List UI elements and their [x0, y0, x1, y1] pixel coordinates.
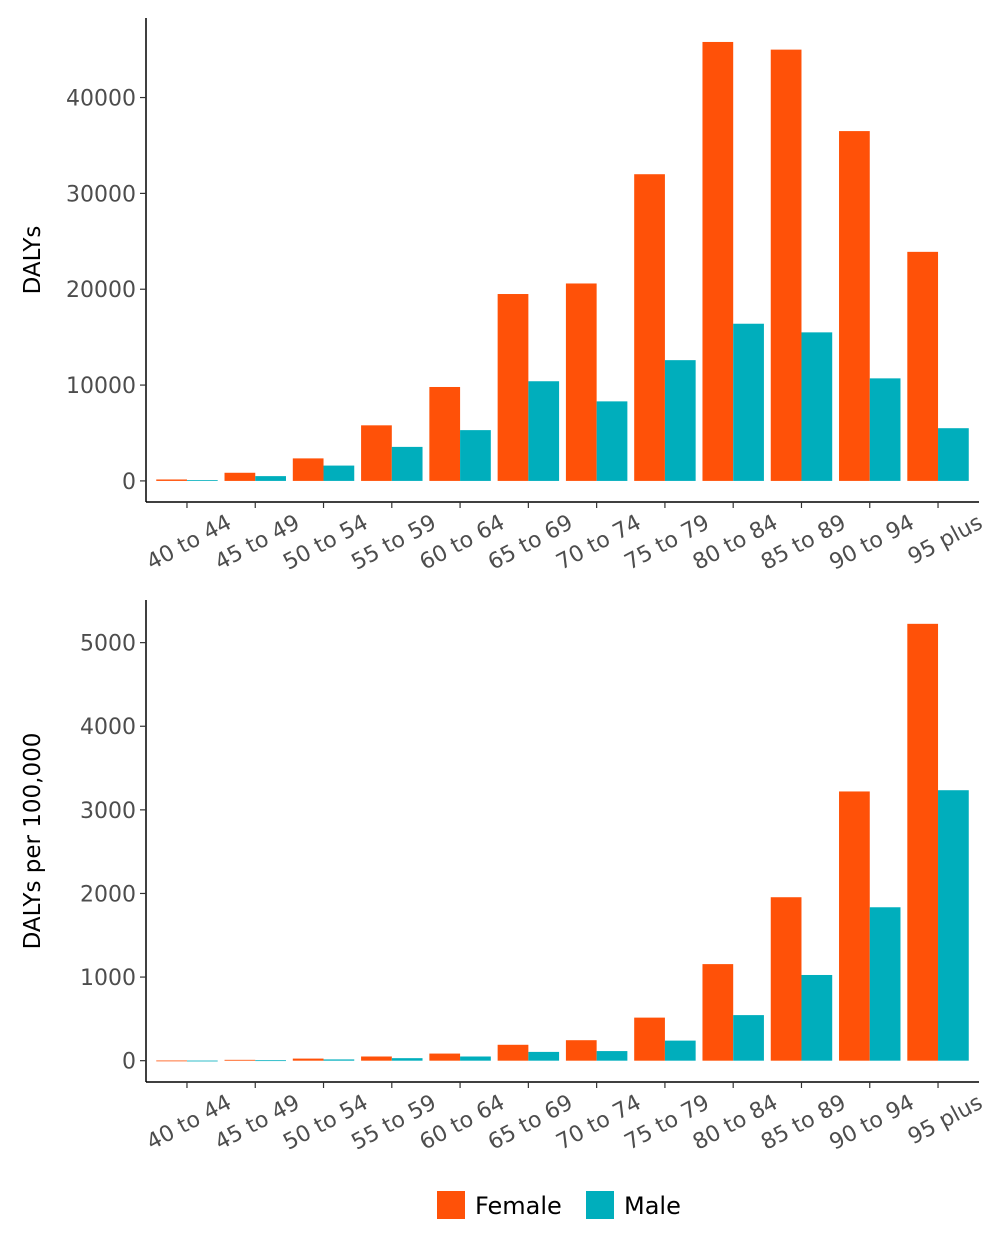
- bar-male-45-to-49: [255, 1060, 286, 1062]
- bar-female-95-plus: [907, 623, 939, 1061]
- bar-female-65-to-69: [497, 294, 529, 481]
- y-tick-label: 20000: [66, 278, 136, 303]
- y-tick-label: 5000: [80, 632, 136, 657]
- bar-female-85-to-89: [770, 897, 802, 1061]
- y-tick-label: 40000: [66, 87, 136, 112]
- bar-female-95-plus: [907, 251, 939, 481]
- bar-male-90-to-94: [869, 907, 901, 1061]
- y-tick-label: 10000: [66, 374, 136, 399]
- legend-swatch-male: [586, 1191, 614, 1219]
- bar-male-85-to-89: [801, 332, 833, 481]
- bar-male-55-to-59: [391, 446, 423, 481]
- y-axis-title: DALYs: [20, 226, 46, 295]
- y-tick-label: 0: [122, 470, 136, 495]
- legend-swatch-female: [437, 1191, 465, 1219]
- y-tick-label: 3000: [80, 799, 136, 824]
- bar-male-80-to-84: [733, 1015, 764, 1061]
- bar-male-65-to-69: [528, 1051, 560, 1061]
- bar-female-70-to-74: [565, 283, 597, 481]
- y-axis-title: DALYs per 100,000: [20, 733, 46, 950]
- bar-female-90-to-94: [839, 791, 870, 1061]
- bar-male-65-to-69: [528, 381, 560, 481]
- y-tick-label: 0: [122, 1050, 136, 1075]
- bar-male-85-to-89: [801, 974, 833, 1061]
- y-tick-label: 30000: [66, 182, 136, 207]
- bar-male-80-to-84: [733, 323, 764, 481]
- bar-female-90-to-94: [839, 131, 870, 481]
- bar-male-95-plus: [938, 790, 969, 1061]
- bar-male-95-plus: [938, 428, 969, 481]
- bar-female-55-to-59: [361, 425, 392, 481]
- bar-female-45-to-49: [224, 1059, 256, 1061]
- bar-male-60-to-64: [460, 1056, 491, 1061]
- bar-female-40-to-44: [156, 479, 187, 481]
- bar-female-80-to-84: [702, 41, 734, 481]
- bar-male-70-to-74: [596, 401, 628, 481]
- bar-male-50-to-54: [323, 465, 355, 481]
- bar-female-60-to-64: [429, 1053, 461, 1061]
- bar-female-75-to-79: [634, 174, 665, 481]
- bar-female-85-to-89: [770, 49, 802, 481]
- bar-male-60-to-64: [460, 430, 491, 481]
- bar-female-65-to-69: [497, 1044, 529, 1061]
- bar-male-70-to-74: [596, 1051, 628, 1061]
- bar-male-90-to-94: [869, 378, 901, 481]
- bar-male-50-to-54: [323, 1059, 355, 1061]
- bar-female-60-to-64: [429, 386, 461, 481]
- y-tick-label: 2000: [80, 882, 136, 907]
- bar-female-80-to-84: [702, 964, 734, 1061]
- bar-male-40-to-44: [186, 1060, 218, 1062]
- bar-male-75-to-79: [664, 1040, 696, 1061]
- legend-label-male: Male: [624, 1192, 681, 1220]
- bar-female-50-to-54: [292, 1058, 324, 1061]
- bar-female-55-to-59: [361, 1056, 392, 1061]
- bar-female-70-to-74: [565, 1040, 597, 1061]
- bar-female-50-to-54: [292, 458, 324, 481]
- x-tick-label: 95 plus: [904, 1090, 987, 1150]
- legend: Female Male: [437, 1191, 681, 1220]
- bar-male-40-to-44: [186, 480, 218, 481]
- y-tick-label: 4000: [80, 715, 136, 740]
- y-tick-label: 1000: [80, 966, 136, 991]
- bar-female-75-to-79: [634, 1017, 665, 1061]
- bar-female-45-to-49: [224, 472, 256, 481]
- legend-label-female: Female: [475, 1192, 562, 1220]
- x-tick-label: 95 plus: [904, 510, 987, 570]
- bar-male-45-to-49: [255, 476, 286, 481]
- bar-female-40-to-44: [156, 1060, 187, 1062]
- bar-male-75-to-79: [664, 360, 696, 481]
- bar-male-55-to-59: [391, 1058, 423, 1061]
